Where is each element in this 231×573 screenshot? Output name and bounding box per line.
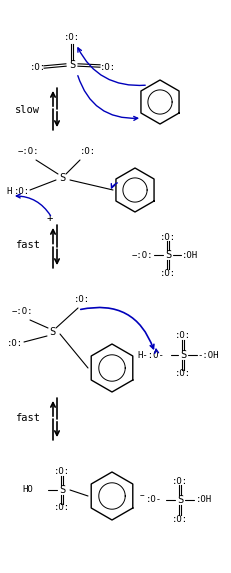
Text: :O:: :O: bbox=[54, 468, 70, 477]
Text: HO: HO bbox=[22, 485, 33, 494]
Text: fast: fast bbox=[15, 413, 40, 423]
Text: −: − bbox=[140, 492, 144, 500]
Text: :O:: :O: bbox=[175, 332, 191, 340]
Text: S: S bbox=[165, 250, 171, 260]
Text: :O:: :O: bbox=[14, 187, 30, 197]
Text: :OH: :OH bbox=[196, 496, 212, 504]
Text: :O:: :O: bbox=[80, 147, 96, 156]
Text: −:O:: −:O: bbox=[11, 308, 33, 316]
Text: −:O:: −:O: bbox=[131, 250, 153, 260]
Text: :O:: :O: bbox=[54, 504, 70, 512]
Text: :O:: :O: bbox=[172, 515, 188, 524]
Text: :O:: :O: bbox=[64, 33, 80, 42]
Text: -:OH: -:OH bbox=[197, 351, 219, 359]
Text: H: H bbox=[6, 187, 12, 197]
Text: S: S bbox=[69, 60, 75, 70]
Text: H-:O-: H-:O- bbox=[138, 351, 164, 359]
Text: S: S bbox=[177, 495, 183, 505]
Text: :OH: :OH bbox=[182, 250, 198, 260]
Text: slow: slow bbox=[15, 105, 40, 115]
Text: S: S bbox=[180, 350, 186, 360]
Text: :O:: :O: bbox=[175, 370, 191, 379]
Text: S: S bbox=[59, 485, 65, 495]
Text: :O:: :O: bbox=[74, 296, 90, 304]
Text: :O:: :O: bbox=[30, 64, 46, 73]
Text: +: + bbox=[47, 213, 53, 223]
Text: :O:: :O: bbox=[160, 233, 176, 241]
Text: S: S bbox=[59, 173, 65, 183]
Text: :O:: :O: bbox=[100, 64, 116, 73]
Text: :O:: :O: bbox=[172, 477, 188, 485]
Text: :O-: :O- bbox=[146, 496, 162, 504]
Text: fast: fast bbox=[15, 240, 40, 250]
Text: −:O:: −:O: bbox=[17, 147, 39, 156]
Text: S: S bbox=[49, 327, 55, 337]
Text: :O:: :O: bbox=[160, 269, 176, 277]
Text: :O:: :O: bbox=[7, 339, 23, 348]
